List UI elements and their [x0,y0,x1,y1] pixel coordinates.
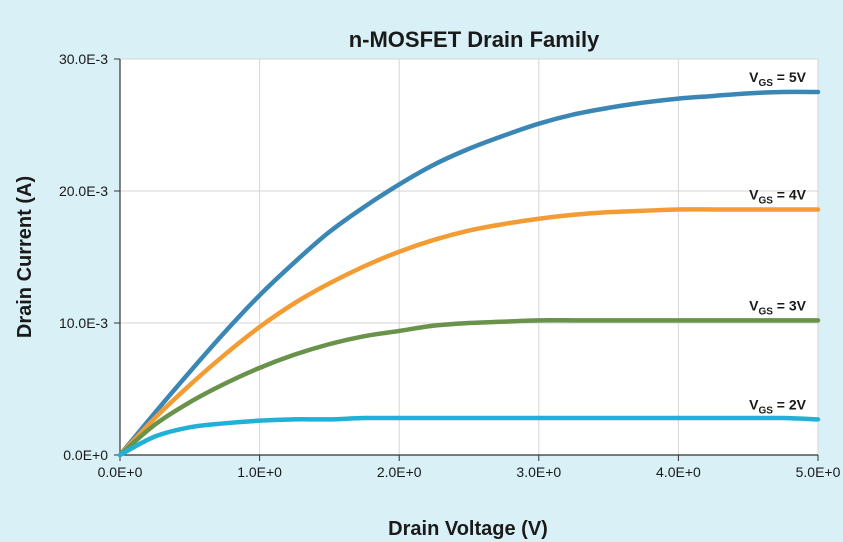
x-tick-label: 2.0E+0 [377,464,422,480]
series-line [117,89,821,458]
series-lines [117,89,821,458]
series-label: VGS = 4V [749,186,807,206]
plot-area [120,59,818,455]
series-line [117,207,821,458]
y-tick-label: 10.0E-3 [59,315,108,331]
series-line [117,415,821,458]
x-tick-label: 1.0E+0 [237,464,282,480]
series-label-main: V [749,396,759,412]
y-axis-label: Drain Current (A) [14,176,36,338]
series-label-tail: = 4V [773,186,807,202]
series-label-tail: = 5V [773,69,807,85]
series-label-tail: = 3V [773,297,807,313]
x-axis-label: Drain Voltage (V) [388,518,548,540]
x-tick-label: 0.0E+0 [98,464,143,480]
series-label-sub: GS [758,405,773,416]
axes: 0.0E+0 1.0E+0 2.0E+0 3.0E+0 4.0E+0 5.0E+0 0.0E… [59,51,841,480]
series-label: VGS = 3V [749,297,807,317]
chart-title: n-MOSFET Drain Family [349,27,600,52]
series-label-main: V [749,69,759,85]
series-label: VGS = 5V [749,69,807,89]
x-tick-label: 5.0E+0 [796,464,841,480]
series-label-tail: = 2V [773,396,807,412]
series-label-main: V [749,186,759,202]
series-label-main: V [749,297,759,313]
y-tick-label: 0.0E+0 [63,447,108,463]
y-tick-label: 20.0E-3 [59,183,108,199]
y-tick-label: 30.0E-3 [59,51,108,67]
series-label-sub: GS [758,195,773,206]
x-tick-label: 4.0E+0 [656,464,701,480]
series-label-sub: GS [758,78,773,89]
series-label: VGS = 2V [749,396,807,416]
x-tick-label: 3.0E+0 [516,464,561,480]
series-line [117,318,821,458]
series-label-sub: GS [758,306,773,317]
